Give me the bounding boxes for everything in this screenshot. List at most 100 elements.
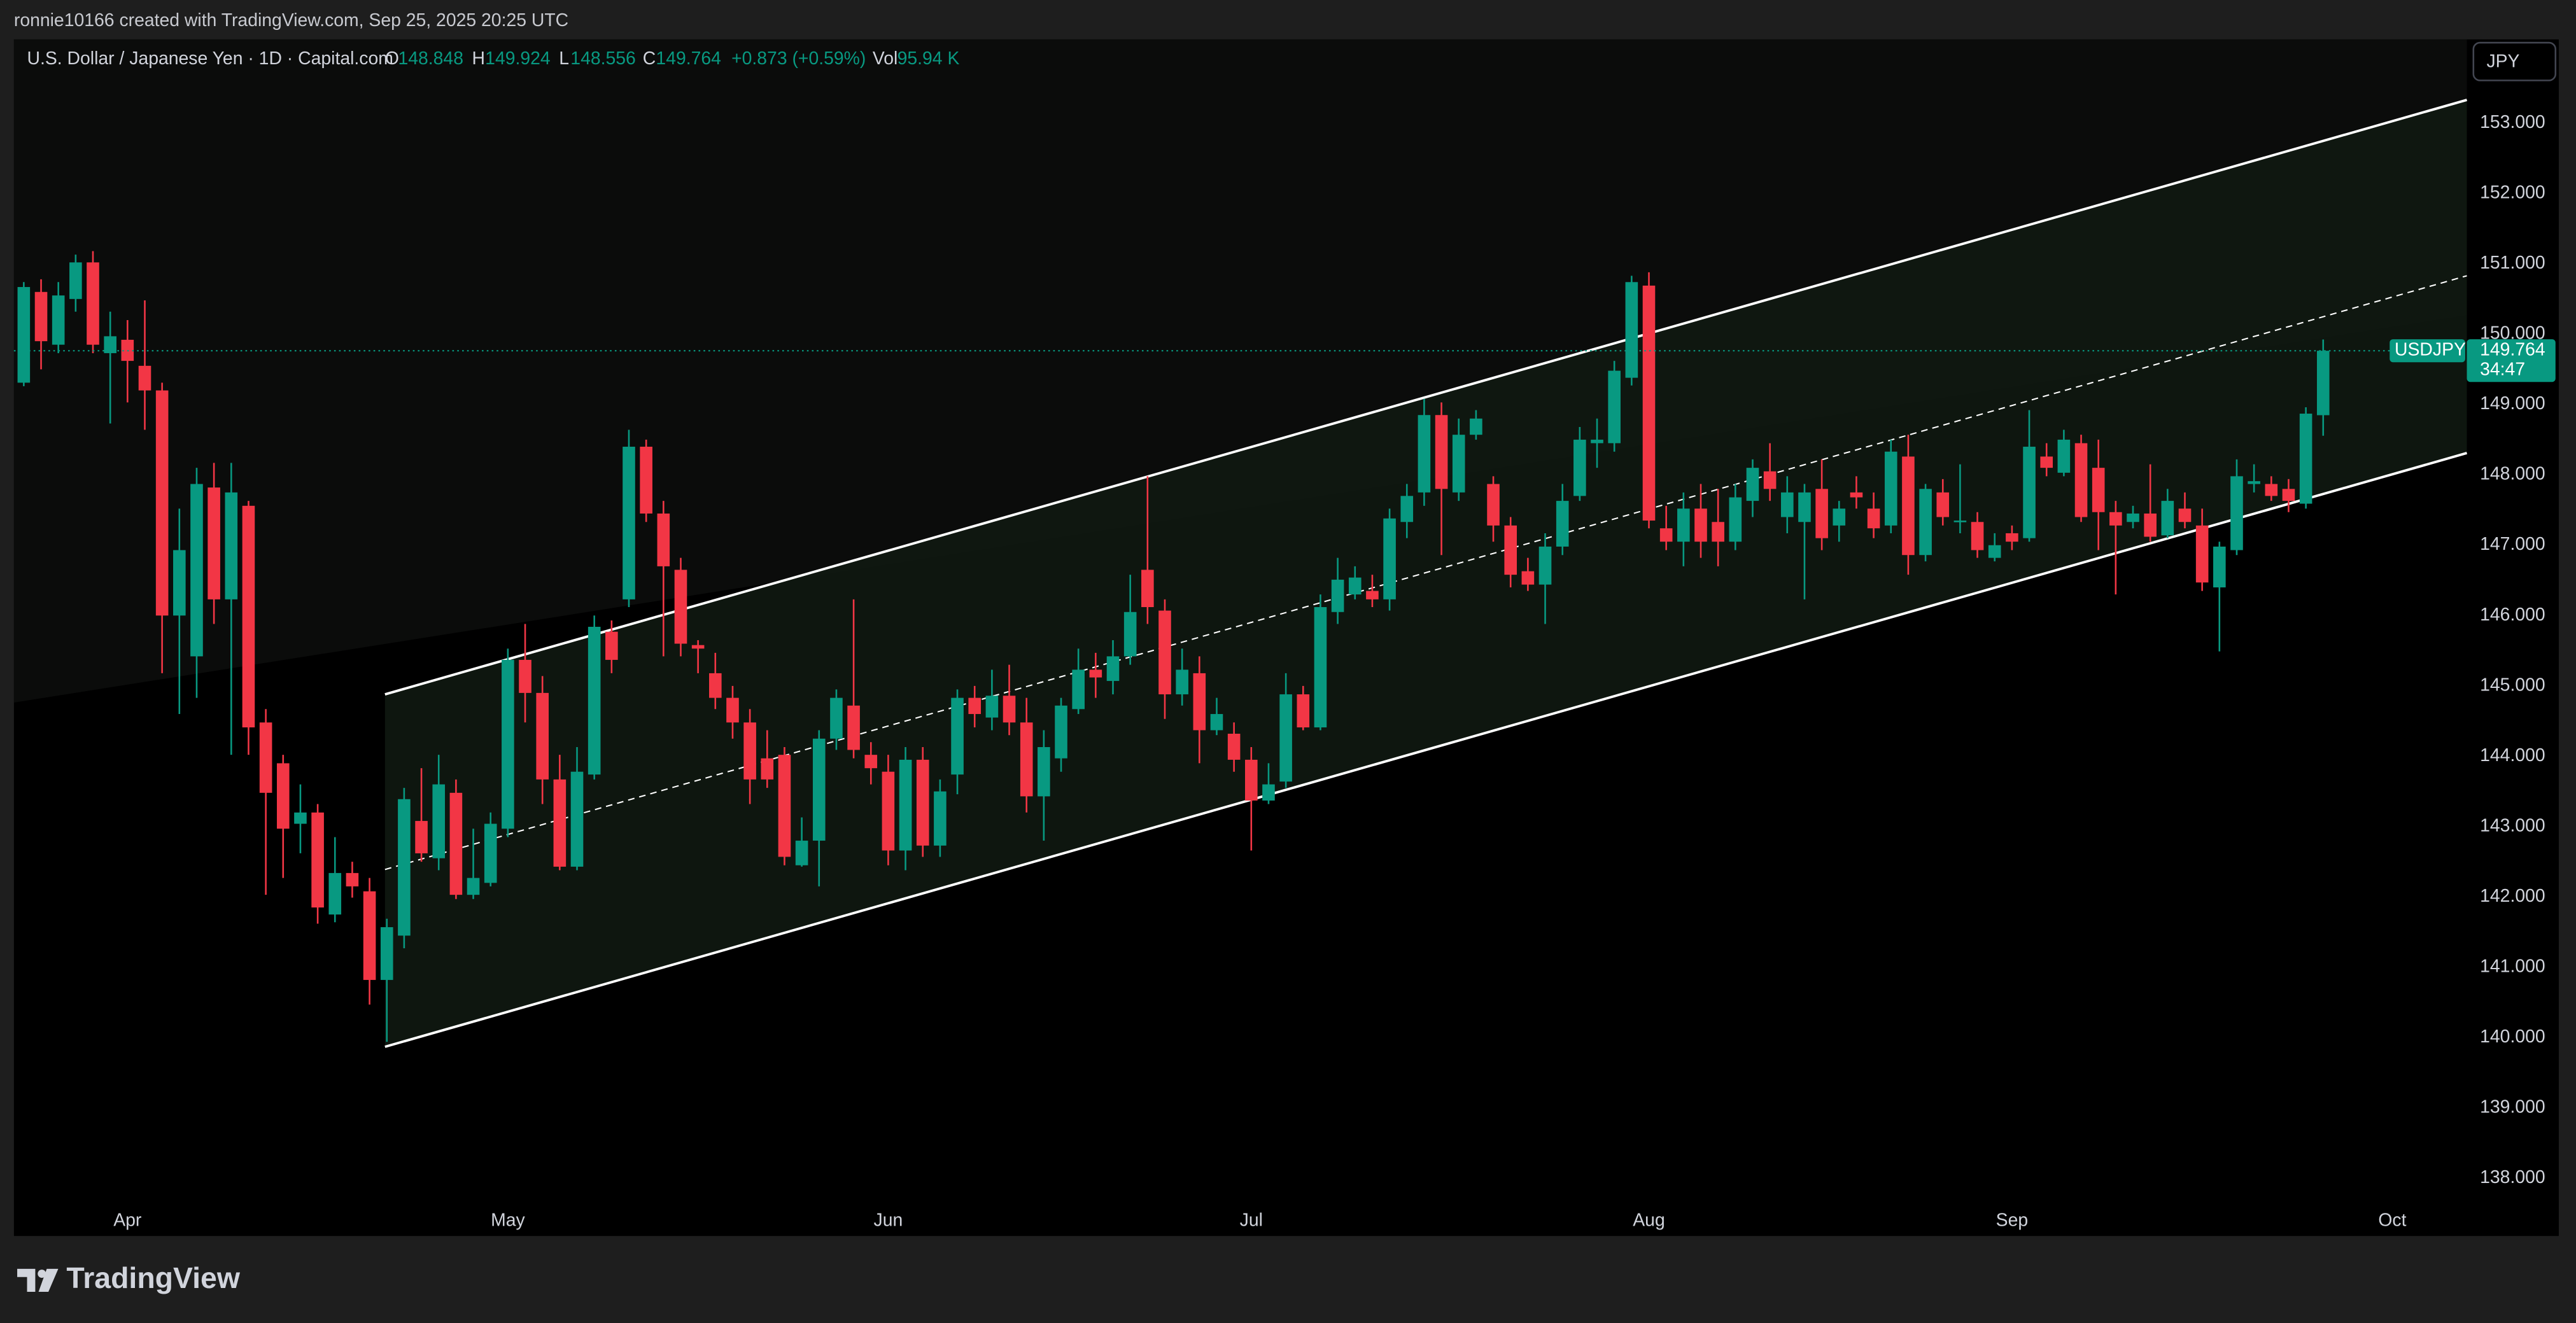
x-tick-label: Sep (1996, 1210, 2028, 1231)
candle-body (1659, 528, 1673, 542)
candle-body (34, 291, 48, 342)
brand-logo: TradingView (17, 1261, 241, 1294)
candle (1244, 746, 1258, 851)
candle-body (398, 799, 411, 936)
attribution: ronnie10166 created with TradingView.com… (14, 10, 568, 31)
candle-body (1591, 439, 1603, 444)
candle (346, 862, 359, 898)
candle (709, 652, 722, 710)
candle (934, 779, 947, 857)
symbol-tag (2389, 339, 2465, 363)
candle (1833, 501, 1846, 542)
candle (2299, 407, 2312, 509)
candle (1227, 722, 1241, 772)
candle-body (1694, 508, 1707, 542)
candle-body (2040, 456, 2053, 468)
candle (1591, 418, 1603, 468)
candle (1780, 476, 1794, 533)
candle (1020, 697, 1033, 813)
candle (1400, 484, 1414, 538)
candle (2040, 443, 2053, 477)
candle-body (1383, 518, 1396, 599)
candle-body (674, 570, 687, 644)
candle (1538, 533, 1552, 624)
candle (1297, 685, 1310, 731)
candle (2127, 505, 2139, 529)
candle-body (1677, 508, 1690, 542)
candle-body (449, 792, 463, 895)
candle-body (2248, 481, 2260, 484)
candle (2109, 501, 2122, 595)
candle (951, 689, 964, 795)
candle-body (415, 821, 428, 853)
candle-body (761, 758, 774, 780)
candle-body (1435, 415, 1448, 489)
candle (640, 439, 652, 522)
candle-body (1003, 696, 1016, 723)
legend-volume: 95.94 K (897, 48, 960, 68)
candle-body (1988, 545, 2001, 558)
candle-body (1867, 508, 1880, 529)
candle (2023, 410, 2036, 542)
candle-body (259, 722, 272, 793)
candle (2074, 435, 2088, 522)
candle-body (570, 771, 584, 867)
candle (1971, 512, 1984, 558)
y-tick-label: 151.000 (2480, 253, 2545, 273)
candle (1988, 533, 2001, 562)
candle (1798, 484, 1811, 599)
candle (1729, 484, 1742, 550)
candle (605, 620, 618, 673)
candle-body (1038, 746, 1050, 797)
candle (1487, 476, 1500, 542)
currency-button-label[interactable]: JPY (2486, 52, 2519, 72)
candle-body (1193, 673, 1206, 731)
logo-mark (38, 1268, 59, 1292)
candle-body (2144, 513, 2157, 537)
currency-button[interactable] (2472, 41, 2557, 81)
candle-body (795, 841, 808, 865)
candle (536, 676, 549, 804)
candle (2230, 459, 2243, 556)
legend-label: L (559, 48, 569, 68)
candle-body (467, 878, 480, 895)
candle (104, 311, 116, 424)
candle-body (2023, 446, 2036, 538)
candle-body (1418, 415, 1431, 493)
candle-body (1902, 456, 1915, 556)
candle (1712, 489, 1724, 566)
candle-body (346, 872, 359, 886)
y-tick-label: 143.000 (2480, 815, 2545, 836)
candle-body (1608, 370, 1621, 444)
candle (916, 746, 929, 857)
candle (2178, 492, 2192, 529)
candle (830, 689, 843, 750)
candle-body (2074, 443, 2088, 517)
candle-body (2092, 468, 2105, 512)
legend-label: O (385, 48, 399, 68)
candle (847, 599, 860, 759)
candle-body (1936, 492, 1950, 517)
candle (2144, 464, 2157, 542)
candle-body (2127, 513, 2139, 522)
candle (553, 755, 567, 871)
candle (778, 746, 791, 865)
candle (1884, 439, 1897, 533)
candle-body (502, 659, 514, 829)
candle (623, 430, 635, 608)
candle (484, 812, 497, 886)
candle-body (830, 697, 843, 739)
candle (1902, 435, 1915, 575)
candle-body (623, 446, 635, 599)
candle (2316, 339, 2330, 436)
candle-body (1176, 669, 1188, 695)
candle-body (691, 645, 705, 649)
legend-value: 148.556 (570, 48, 636, 68)
candle (2248, 464, 2260, 493)
candle-body (1123, 612, 1137, 657)
y-tick-label: 146.000 (2480, 605, 2545, 625)
candle-body (1746, 468, 1759, 501)
candle-body (2230, 476, 2243, 550)
candle (2282, 479, 2295, 512)
